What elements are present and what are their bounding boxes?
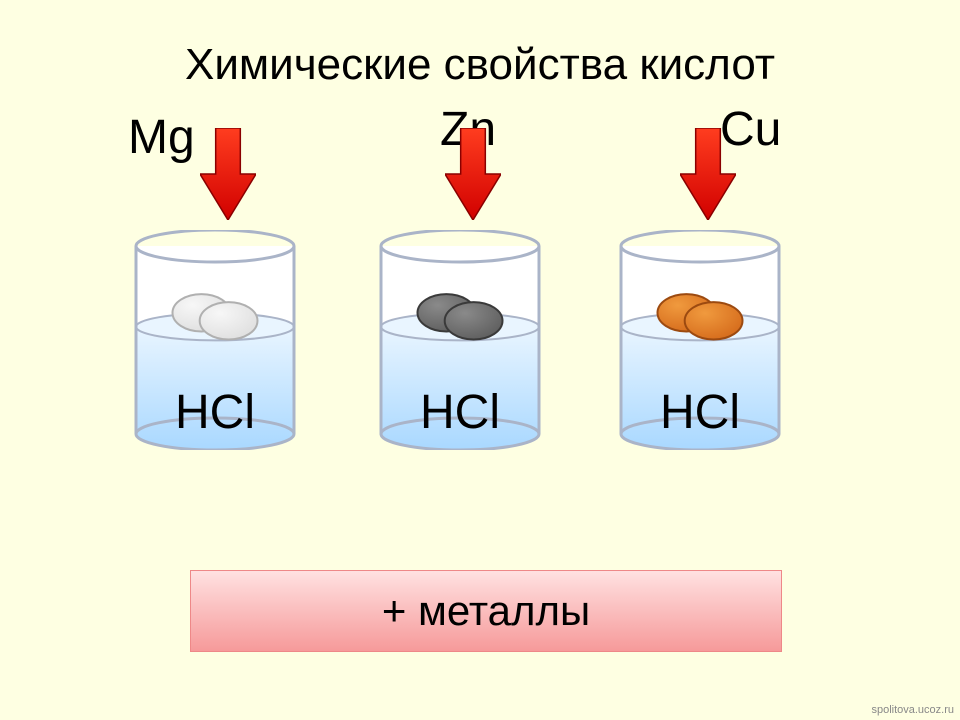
beaker-label: HCl <box>130 385 300 440</box>
beaker-label: HCl <box>615 385 785 440</box>
beaker-label: HCl <box>375 385 545 440</box>
arrow-down-icon <box>445 128 501 225</box>
arrow-down-icon <box>200 128 256 225</box>
arrow-down-icon <box>680 128 736 225</box>
page-title: Химические свойства кислот <box>0 40 960 90</box>
element-label: Mg <box>128 110 195 165</box>
watermark: spolitova.ucoz.ru <box>871 704 954 716</box>
banner: + металлы <box>190 570 782 652</box>
